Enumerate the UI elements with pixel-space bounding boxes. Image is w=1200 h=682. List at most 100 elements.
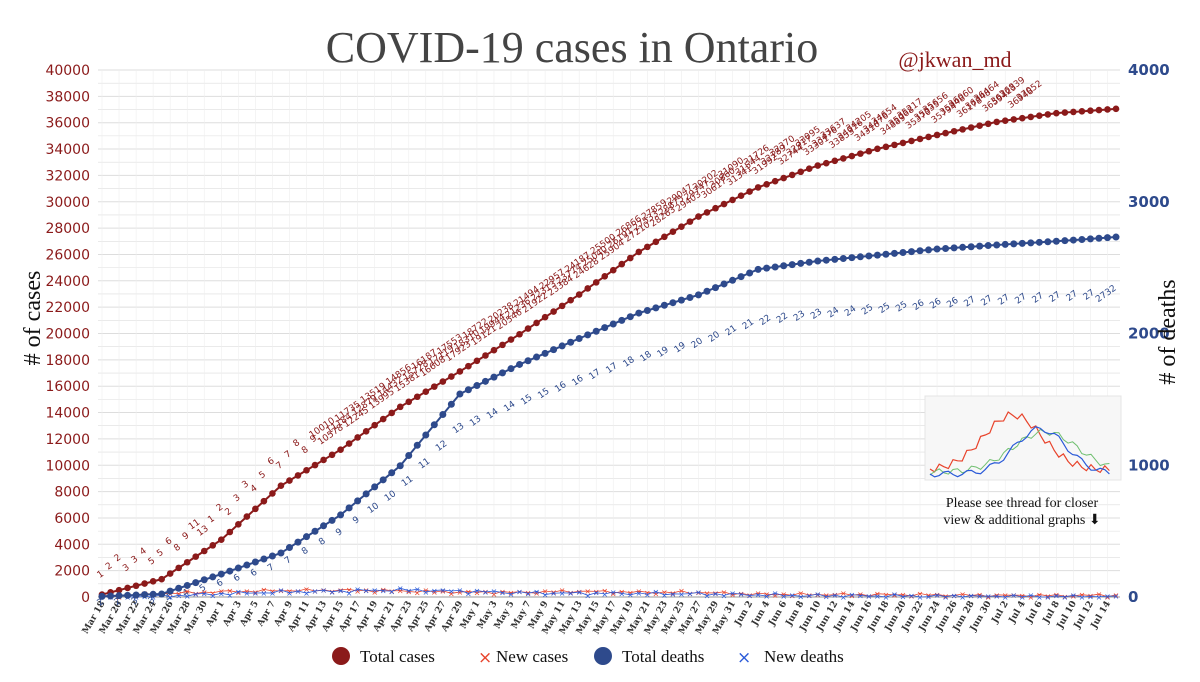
- total-cases-label: 3: [121, 563, 131, 574]
- new-deaths-point: ×: [976, 592, 983, 601]
- total-cases-point: [277, 482, 285, 490]
- total-deaths-label: 26: [928, 297, 943, 312]
- total-cases-point: [235, 520, 242, 528]
- total-deaths-label: 2: [113, 596, 123, 607]
- new-deaths-point: ×: [695, 588, 702, 597]
- total-cases-point: [848, 152, 856, 160]
- y-tick-right: 4000: [1128, 61, 1170, 79]
- new-deaths-point: ×: [167, 593, 174, 602]
- new-cases-point: ×: [1104, 593, 1111, 602]
- new-cases-point: ×: [627, 589, 634, 598]
- new-deaths-point: ×: [278, 586, 285, 595]
- total-deaths-point: [592, 327, 600, 335]
- total-deaths-point: [379, 476, 387, 484]
- total-cases-point: [1104, 106, 1111, 113]
- new-cases-point: ×: [1036, 590, 1043, 599]
- y-tick-left: 4000: [54, 537, 90, 553]
- new-deaths-point: ×: [925, 593, 932, 602]
- total-cases-point: [916, 135, 924, 143]
- y-tick-left: 26000: [45, 247, 90, 263]
- legend-total-cases-marker: [332, 647, 350, 665]
- new-deaths-point: ×: [772, 589, 779, 598]
- new-deaths-point: ×: [687, 590, 694, 599]
- total-cases-point: [575, 291, 583, 298]
- total-deaths-point: [481, 377, 489, 385]
- total-deaths-point: [524, 357, 532, 365]
- total-deaths-label: 25: [860, 303, 875, 318]
- new-cases-point: ×: [474, 588, 481, 597]
- total-deaths-label: 26: [945, 296, 960, 311]
- total-cases-point: [1027, 113, 1035, 121]
- total-cases-point: [840, 155, 847, 162]
- new-cases-point: ×: [244, 587, 251, 596]
- total-deaths-point: [328, 516, 336, 524]
- x-tick-label: Jul 4: [1007, 600, 1028, 626]
- total-cases-point: [925, 133, 932, 141]
- new-cases-point: ×: [312, 587, 319, 596]
- new-deaths-point: ×: [840, 593, 847, 602]
- new-deaths-point: ×: [482, 588, 489, 597]
- total-deaths-point: [354, 497, 362, 505]
- total-cases-point: [431, 383, 438, 390]
- total-cases-point: [737, 192, 745, 200]
- new-deaths-point: ×: [627, 591, 634, 600]
- new-deaths-point: ×: [542, 591, 549, 600]
- new-cases-point: ×: [593, 587, 600, 596]
- y-tick-left: 24000: [45, 274, 90, 290]
- total-cases-point: [780, 174, 787, 182]
- total-deaths-label: 5: [198, 583, 208, 594]
- total-deaths-label: 11: [417, 457, 432, 472]
- total-cases-point: [422, 388, 430, 395]
- total-cases-point: [320, 456, 327, 464]
- legend-new-cases-label: New cases: [496, 647, 568, 666]
- total-deaths-point: [1010, 240, 1018, 248]
- total-deaths-point: [550, 346, 558, 354]
- new-deaths-point: ×: [1010, 591, 1017, 600]
- new-deaths-point: ×: [235, 587, 242, 596]
- total-cases-point: [1061, 109, 1069, 116]
- total-deaths-point: [115, 592, 123, 600]
- total-cases-point: [115, 586, 123, 594]
- new-deaths-point: ×: [763, 592, 770, 601]
- total-deaths-point: [703, 287, 711, 295]
- total-cases-point: [984, 120, 992, 128]
- total-cases-point: [499, 341, 506, 349]
- total-deaths-point: [320, 522, 328, 530]
- y-tick-left: 38000: [45, 89, 90, 105]
- new-deaths-point: ×: [448, 587, 455, 596]
- new-cases-point: ×: [823, 591, 830, 600]
- total-deaths-label: 20: [707, 330, 722, 345]
- legend-new-deaths-marker: ×: [737, 648, 751, 668]
- new-cases-point: ×: [1019, 591, 1026, 600]
- total-deaths-label: 2: [96, 597, 106, 608]
- total-cases-point: [456, 368, 464, 375]
- y-tick-left: 6000: [54, 511, 90, 527]
- total-deaths-point: [226, 567, 234, 575]
- new-deaths-point: ×: [431, 586, 438, 595]
- y-tick-left: 10000: [45, 458, 90, 474]
- new-deaths-point: ×: [508, 590, 515, 599]
- total-deaths-point: [993, 241, 1001, 249]
- new-deaths-point: ×: [1019, 593, 1026, 602]
- new-cases-point: ×: [295, 587, 302, 596]
- total-cases-point: [558, 302, 566, 310]
- new-deaths-point: ×: [1070, 591, 1077, 600]
- total-cases-point: [1087, 107, 1094, 114]
- total-deaths-label: 2732: [1094, 284, 1118, 305]
- total-cases-point: [405, 398, 413, 406]
- new-cases-point: ×: [610, 589, 617, 598]
- total-deaths-point: [890, 249, 898, 257]
- total-cases-point: [1070, 108, 1077, 116]
- total-deaths-point: [950, 244, 958, 252]
- new-deaths-point: ×: [883, 593, 890, 602]
- total-cases-point: [166, 570, 174, 577]
- total-deaths-point: [1061, 237, 1069, 245]
- total-deaths-label: 6: [232, 573, 243, 585]
- total-cases-label: 7: [283, 449, 293, 460]
- total-deaths-point: [771, 263, 779, 271]
- total-deaths-point: [362, 490, 370, 498]
- total-deaths-label: 22: [775, 311, 790, 326]
- inset-thumbnail[interactable]: [924, 395, 1122, 481]
- total-deaths-point: [873, 251, 881, 259]
